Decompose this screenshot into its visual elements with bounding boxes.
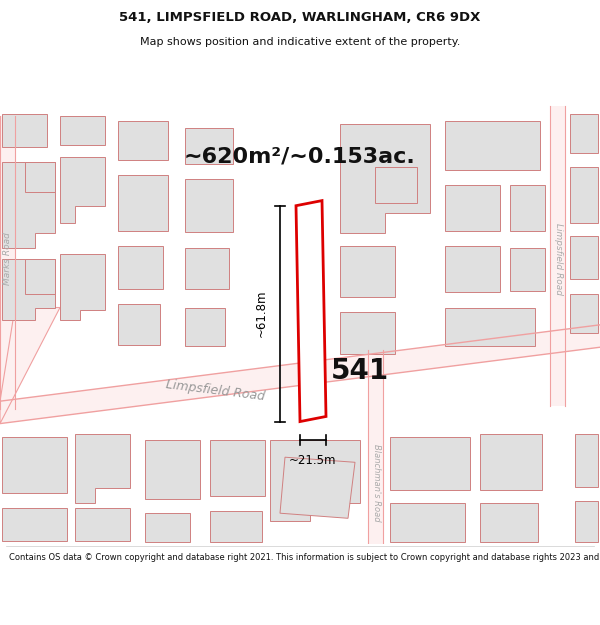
Bar — [145, 440, 200, 499]
Polygon shape — [60, 157, 105, 223]
Polygon shape — [2, 259, 55, 320]
Bar — [210, 511, 262, 542]
Bar — [575, 501, 598, 542]
Polygon shape — [0, 116, 15, 409]
Text: 541: 541 — [331, 357, 389, 384]
Bar — [570, 294, 598, 333]
Text: ~61.8m: ~61.8m — [255, 290, 268, 338]
Bar — [570, 167, 598, 223]
Bar — [185, 249, 229, 289]
Polygon shape — [280, 458, 355, 518]
Bar — [570, 236, 598, 279]
Text: Contains OS data © Crown copyright and database right 2021. This information is : Contains OS data © Crown copyright and d… — [9, 554, 600, 562]
Bar — [375, 167, 417, 202]
Bar — [2, 114, 47, 147]
Text: Marks Road: Marks Road — [4, 232, 13, 285]
Bar — [118, 175, 168, 231]
Bar — [445, 308, 535, 346]
Polygon shape — [75, 434, 130, 503]
Bar — [145, 513, 190, 542]
Bar — [2, 508, 67, 541]
Bar — [25, 259, 55, 294]
Bar — [60, 116, 105, 144]
Bar — [118, 246, 163, 289]
Text: Limpsfield Road: Limpsfield Road — [554, 222, 563, 294]
Bar — [445, 186, 500, 231]
Bar — [445, 246, 500, 292]
Polygon shape — [2, 162, 55, 249]
Bar — [210, 440, 265, 496]
Bar — [185, 308, 225, 346]
Text: Map shows position and indicative extent of the property.: Map shows position and indicative extent… — [140, 38, 460, 48]
Polygon shape — [368, 350, 383, 544]
Bar — [75, 508, 130, 541]
Text: ~620m²/~0.153ac.: ~620m²/~0.153ac. — [184, 147, 416, 167]
Bar — [340, 246, 395, 298]
Bar — [2, 437, 67, 493]
Bar — [575, 434, 598, 487]
Bar — [118, 121, 168, 160]
Polygon shape — [0, 325, 600, 424]
Polygon shape — [270, 440, 360, 521]
Bar — [570, 114, 598, 152]
Polygon shape — [340, 124, 430, 233]
Bar — [480, 503, 538, 542]
Bar — [118, 304, 160, 345]
Text: Blanchman's Road: Blanchman's Road — [371, 444, 380, 521]
Text: 541, LIMPSFIELD ROAD, WARLINGHAM, CR6 9DX: 541, LIMPSFIELD ROAD, WARLINGHAM, CR6 9D… — [119, 11, 481, 24]
Polygon shape — [550, 106, 565, 406]
Bar — [390, 503, 465, 542]
Text: Limpsfield Road: Limpsfield Road — [165, 379, 265, 404]
Bar — [185, 128, 233, 164]
Bar — [510, 186, 545, 231]
Polygon shape — [0, 308, 60, 424]
Bar — [510, 249, 545, 291]
Bar — [340, 312, 395, 354]
Bar — [25, 162, 55, 192]
Polygon shape — [296, 201, 326, 421]
Bar — [390, 437, 470, 490]
Text: ~21.5m: ~21.5m — [289, 454, 337, 467]
Bar — [480, 434, 542, 490]
Bar — [445, 121, 540, 170]
Bar — [185, 179, 233, 232]
Polygon shape — [60, 254, 105, 320]
